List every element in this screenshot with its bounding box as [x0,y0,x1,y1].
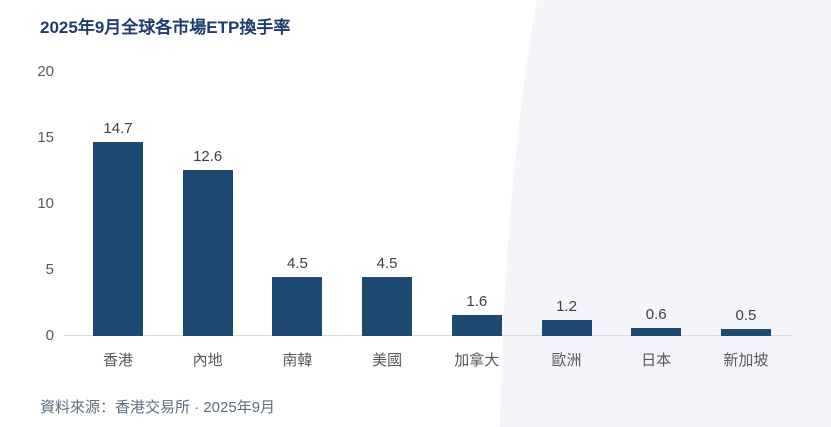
x-axis-category-label: 香港 [102,352,133,369]
bar-value-label: 1.2 [556,298,577,316]
bar [272,276,323,336]
chart-title: 2025年9月全球各市場ETP換手率 [40,18,291,37]
bar-value-label: 4.5 [286,254,308,272]
x-axis-category-label: 新加坡 [723,352,769,369]
x-axis-category-label: 南韓 [282,352,313,369]
x-axis-line [64,335,792,336]
bar [93,141,143,336]
y-axis-tick-label: 15 [37,129,54,146]
y-axis-tick-label: 5 [45,261,54,278]
x-axis-category-label: 歐洲 [551,352,582,369]
y-axis-tick-label: 0 [45,327,54,344]
bar [362,276,413,336]
x-axis-category-label: 內地 [192,352,223,369]
bar-value-label: 0.6 [645,306,667,324]
bar [182,169,233,336]
source-note: 資料來源：香港交易所 · 2025年9月 [40,399,276,416]
bar-value-label: 12.6 [193,147,223,165]
bar [541,320,592,336]
y-axis-tick-label: 10 [37,195,54,212]
y-axis-tick-label: 20 [37,63,54,80]
x-axis-category-label: 日本 [641,352,672,369]
bar-value-label: 1.6 [466,292,488,310]
bar-chart: 0 5 10 15 20 14.7 香港 12.6 內地 4.5 南韓 4.5 美國 1.6 加拿大 1.2 歐… [37,60,792,369]
bar-value-label: 0.5 [735,307,757,325]
bar [720,329,771,336]
bar-value-label: 14.7 [103,119,133,137]
x-axis-category-label: 加拿大 [454,352,500,369]
bar-value-label: 4.5 [376,254,398,272]
bar [631,328,682,336]
bar [451,314,502,336]
x-axis-category-label: 美國 [372,352,403,369]
